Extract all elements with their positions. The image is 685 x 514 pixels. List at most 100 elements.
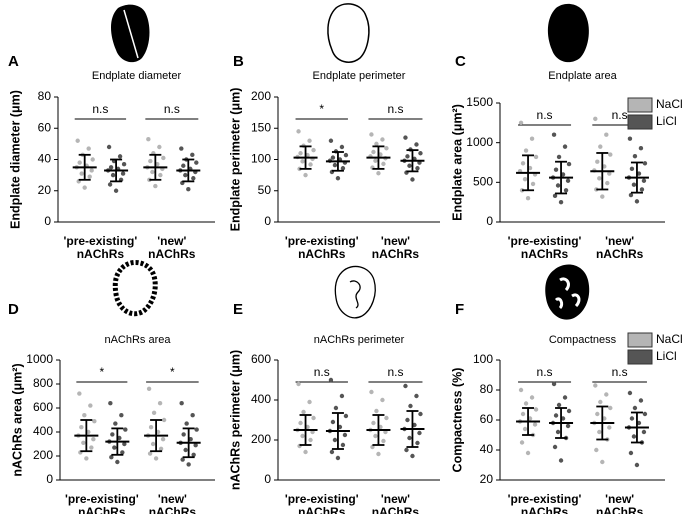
data-point (158, 446, 164, 451)
data-point (146, 136, 151, 142)
data-point (627, 136, 633, 141)
data-point (296, 381, 301, 387)
data-point (593, 383, 598, 388)
x-tick-label: 'new' (158, 492, 187, 506)
data-point (628, 450, 634, 456)
y-tick-label: 60 (480, 412, 494, 426)
data-point (638, 146, 644, 151)
chart-title: Compactness (549, 334, 617, 346)
data-point (110, 172, 116, 178)
y-tick-label: 0 (264, 472, 271, 486)
data-point (566, 408, 572, 414)
data-point (595, 411, 600, 417)
y-tick-label: 600 (33, 400, 53, 414)
x-tick-label: nAChRs (372, 505, 420, 514)
data-point (597, 429, 602, 435)
data-point (308, 437, 313, 443)
y-tick-label: 80 (38, 89, 52, 103)
data-point (108, 165, 114, 170)
data-point (529, 136, 535, 141)
data-point (190, 413, 195, 418)
y-tick-label: 60 (38, 120, 52, 134)
data-point (79, 171, 84, 176)
data-point (607, 171, 612, 176)
data-point (417, 430, 422, 436)
data-point (151, 410, 157, 415)
data-point (303, 449, 308, 455)
x-tick-label: nAChRs (596, 505, 644, 514)
data-point (191, 452, 196, 457)
legend-swatch (627, 97, 653, 113)
data-point (183, 447, 188, 453)
data-point (106, 144, 112, 150)
x-tick-label: nAChRs (298, 247, 346, 261)
data-point (600, 194, 605, 199)
x-tick-label: nAChRs (596, 247, 644, 261)
data-point (532, 422, 538, 427)
data-point (339, 144, 345, 150)
y-tick-label: 100 (473, 352, 493, 366)
data-point (332, 437, 338, 443)
data-point (598, 144, 603, 149)
data-point (88, 403, 93, 408)
data-point (607, 425, 612, 430)
data-point (330, 155, 336, 160)
chart-title: Endplate perimeter (313, 70, 406, 82)
y-tick-label: 0 (486, 214, 493, 228)
data-point (376, 451, 381, 457)
data-point (328, 138, 334, 143)
chart-title: Endplate diameter (92, 70, 182, 82)
data-point (632, 153, 638, 159)
data-point (108, 401, 113, 406)
data-point (520, 161, 526, 166)
data-point (333, 405, 339, 411)
significance-label: n.s (612, 365, 628, 379)
data-point (384, 146, 389, 151)
y-tick-label: 50 (258, 183, 272, 197)
chart-title: nAChRs perimeter (314, 334, 405, 346)
data-point (518, 120, 524, 126)
data-point (120, 171, 126, 176)
data-point (110, 432, 115, 437)
x-tick-label: 'new' (605, 492, 634, 506)
legend-swatch (627, 332, 653, 348)
data-point (381, 438, 386, 444)
panel-letter: E (233, 301, 243, 318)
significance-label: n.s (612, 108, 628, 122)
x-tick-label: 'new' (381, 234, 410, 248)
data-point (371, 149, 376, 155)
data-point (335, 455, 341, 461)
data-point (553, 413, 559, 418)
data-point (384, 415, 389, 421)
panel-letter: B (233, 53, 244, 70)
data-point (407, 435, 412, 441)
y-tick-label: 400 (33, 424, 53, 438)
data-point (594, 447, 599, 453)
data-point (522, 426, 528, 432)
data-point (79, 425, 84, 430)
data-point (628, 192, 634, 198)
data-point (183, 172, 188, 178)
x-tick-label: 'new' (157, 234, 186, 248)
data-point (180, 457, 185, 462)
data-point (627, 390, 633, 396)
data-point (555, 183, 561, 188)
y-tick-label: 600 (251, 352, 271, 366)
data-point (405, 417, 410, 423)
data-point (328, 377, 334, 383)
x-tick-label: 'pre-existing' (65, 492, 139, 506)
x-tick-label: 'pre-existing' (508, 492, 582, 506)
data-point (562, 395, 568, 400)
data-point (186, 462, 191, 467)
y-tick-label: 1500 (466, 95, 493, 109)
significance-label: n.s (537, 108, 553, 122)
data-point (641, 178, 647, 183)
y-axis-label: nAChRs perimeter (μm) (228, 350, 242, 490)
data-point (418, 411, 423, 417)
data-point (77, 160, 82, 165)
data-point (522, 176, 528, 182)
data-point (298, 420, 303, 426)
y-tick-label: 80 (480, 382, 494, 396)
icon-perimeter (327, 3, 370, 63)
